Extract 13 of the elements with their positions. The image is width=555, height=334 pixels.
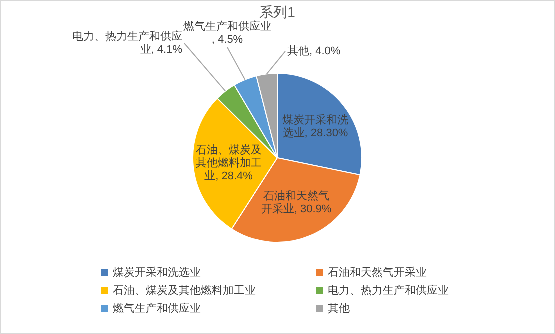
legend-label: 煤炭开采和洗选业 <box>113 266 201 280</box>
legend-label: 燃气生产和供应业 <box>113 302 201 316</box>
legend-label: 电力、热力生产和供应业 <box>328 284 449 298</box>
data-label: 其他, 4.0% <box>288 44 341 58</box>
legend-label: 石油和天然气开采业 <box>328 266 427 280</box>
data-label: 石油和天然气开采业, 30.9% <box>261 190 332 216</box>
data-label: 石油、煤炭及其他燃料加工业, 28.4% <box>196 143 262 182</box>
legend-label: 石油、煤炭及其他燃料加工业 <box>113 284 256 298</box>
data-label: 煤炭开采和洗选业, 28.30% <box>282 114 348 140</box>
data-label: 电力、热力生产和供应业, 4.1% <box>72 30 183 56</box>
data-label: 燃气生产和供应业, 4.5% <box>184 20 272 46</box>
legend-label: 其他 <box>328 302 350 316</box>
chart-title: 系列1 <box>260 4 296 20</box>
